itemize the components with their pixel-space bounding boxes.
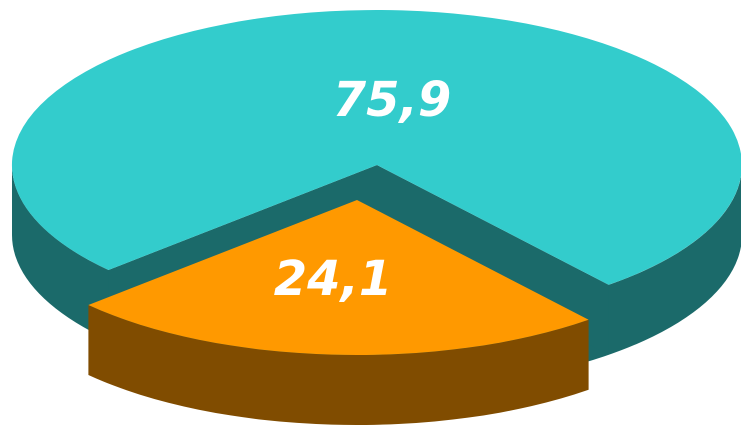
- slice-small-side: [88, 305, 589, 426]
- slice-large-top: [11, 10, 741, 285]
- slice-small-label: 24,1: [274, 251, 392, 307]
- slice-small-top: [88, 200, 589, 356]
- slice-large-label: 75,9: [333, 72, 451, 128]
- slice-small-group: [88, 200, 589, 426]
